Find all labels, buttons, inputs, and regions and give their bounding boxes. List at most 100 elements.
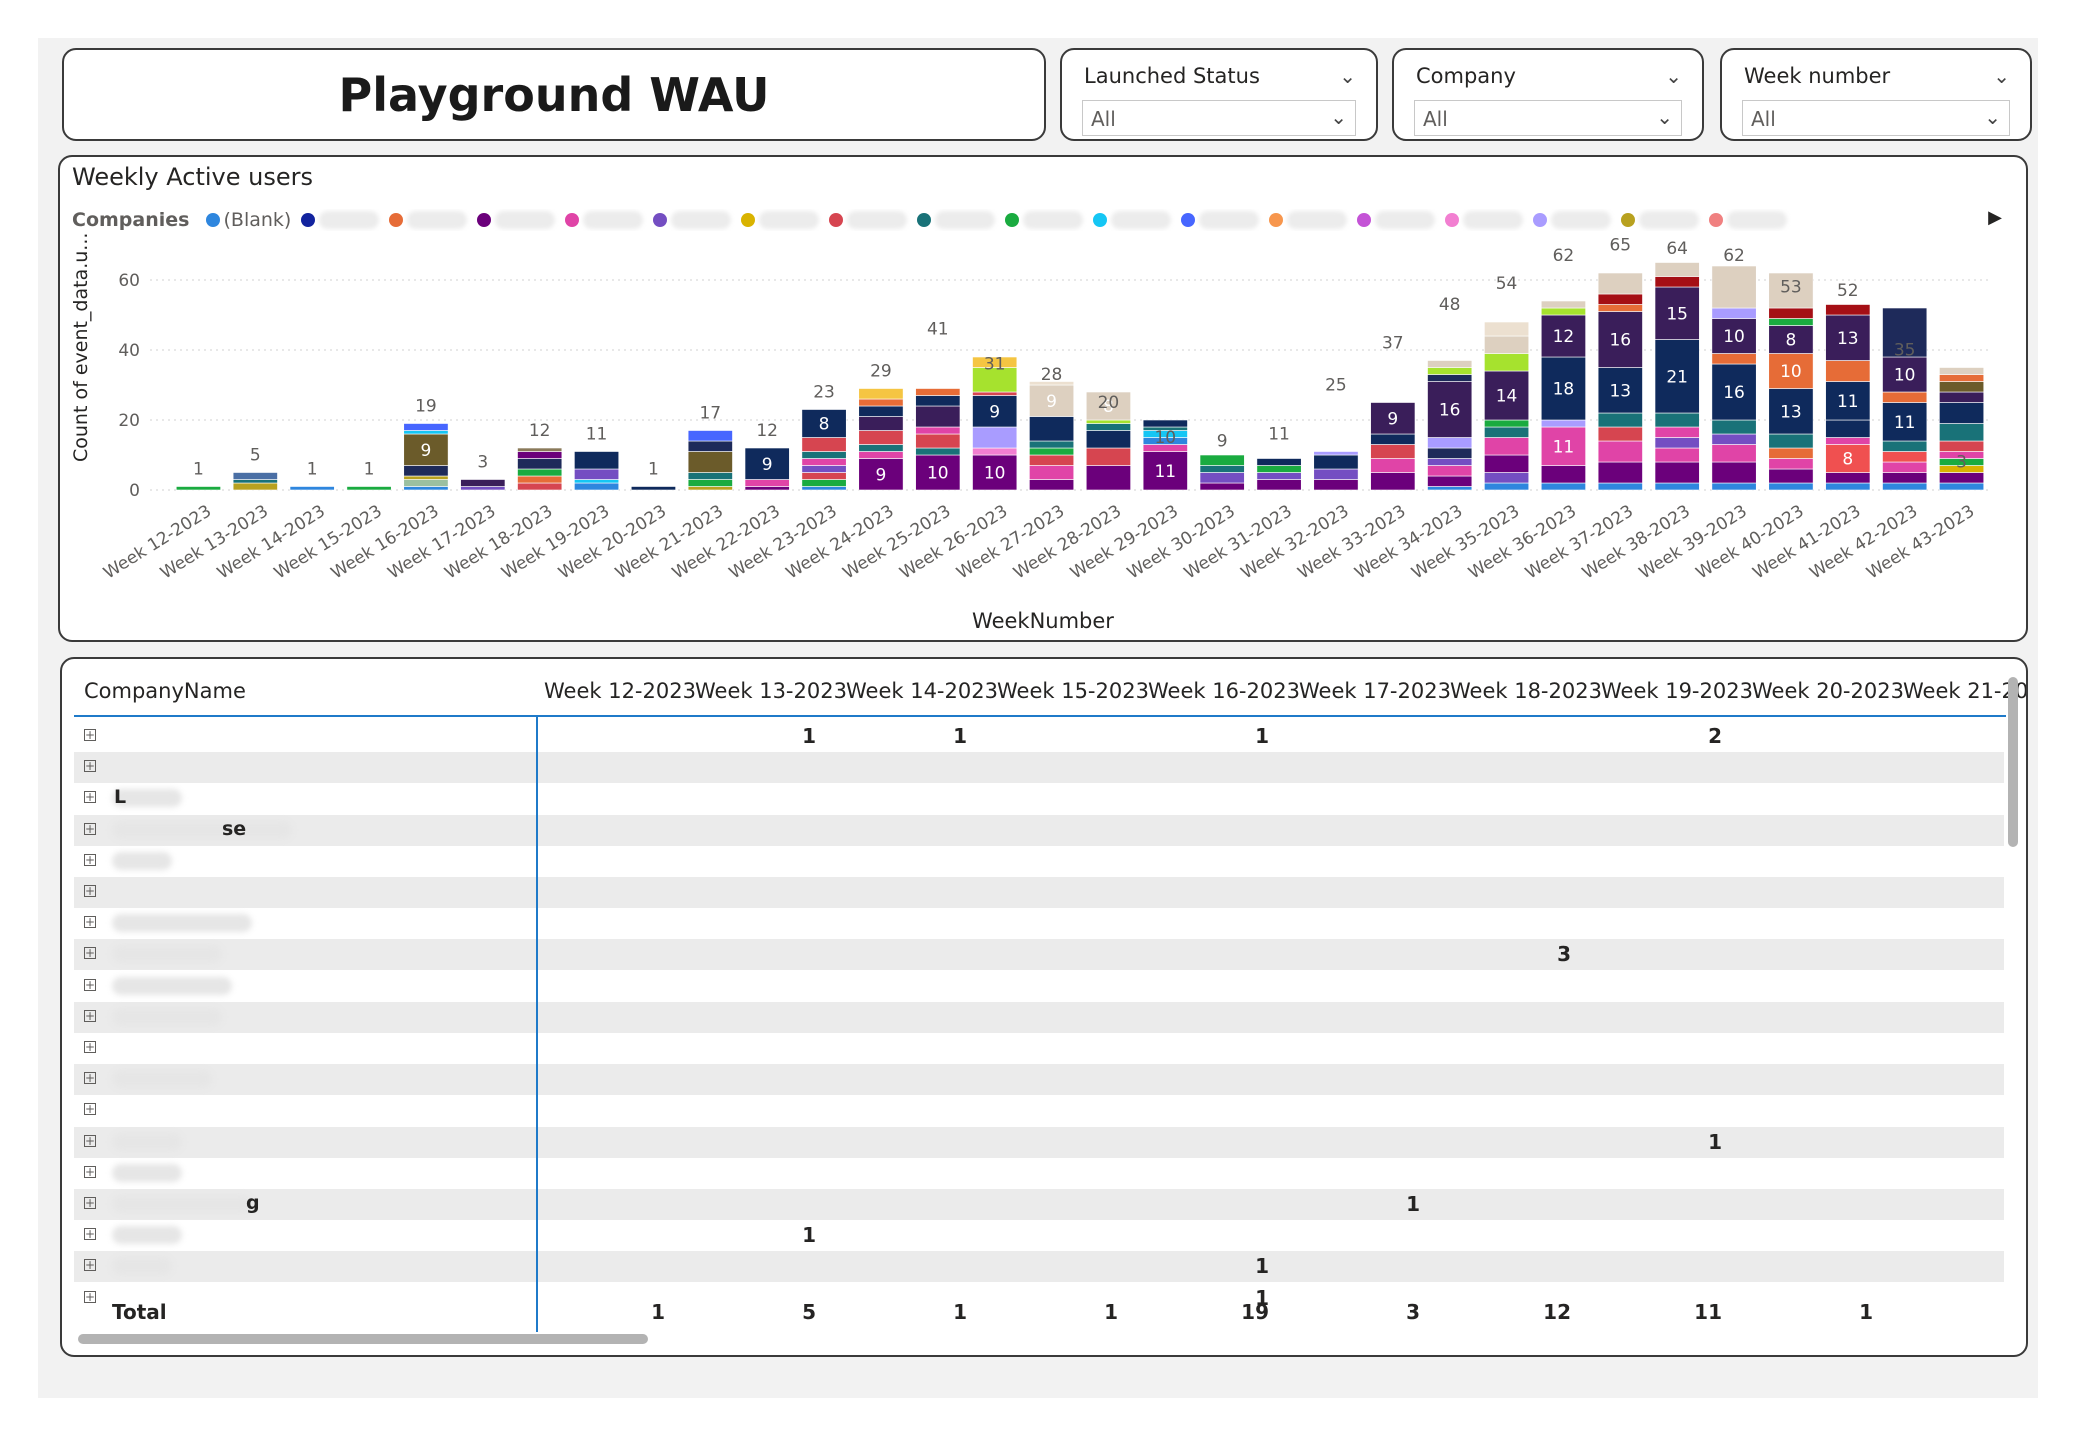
bar-segment[interactable] [1597, 461, 1643, 484]
bar-segment[interactable] [1939, 374, 1985, 382]
bar-segment[interactable] [1427, 360, 1473, 368]
bar-segment[interactable] [1199, 482, 1245, 491]
bar-segment[interactable] [1711, 444, 1757, 463]
bar-segment[interactable] [1427, 367, 1473, 375]
bar-segment[interactable] [1484, 353, 1530, 372]
bar-segment[interactable] [1540, 419, 1586, 428]
bar-segment[interactable] [858, 405, 904, 417]
bar-segment[interactable] [1654, 276, 1700, 288]
legend-item[interactable] [1533, 209, 1612, 231]
bar-segment[interactable] [1825, 437, 1871, 445]
bar-segment[interactable] [915, 388, 961, 396]
bar-segment[interactable] [858, 398, 904, 407]
table-row[interactable]: +1 1 1 2 [74, 721, 2004, 752]
bar-segment[interactable] [972, 454, 1018, 491]
bar-segment[interactable] [1484, 472, 1530, 484]
expand-plus-icon[interactable]: + [84, 821, 96, 836]
bar-segment[interactable] [403, 486, 449, 491]
bar-segment[interactable] [1029, 381, 1075, 386]
chevron-down-icon[interactable]: ⌄ [1656, 105, 1673, 129]
expand-plus-icon[interactable]: + [84, 1071, 96, 1086]
bar-segment[interactable] [1597, 482, 1643, 491]
bar-segment[interactable] [1484, 370, 1530, 421]
bar-segment[interactable] [1882, 472, 1928, 484]
bar-segment[interactable] [858, 451, 904, 459]
bar-segment[interactable] [1654, 461, 1700, 484]
bar-segment[interactable] [1597, 293, 1643, 305]
expand-plus-icon[interactable]: + [84, 790, 96, 805]
bar-segment[interactable] [801, 451, 847, 459]
bar-segment[interactable] [915, 405, 961, 428]
bar-segment[interactable] [1882, 356, 1928, 393]
bar-segment[interactable] [1939, 423, 1985, 442]
bar-segment[interactable] [1370, 402, 1416, 435]
bar-segment[interactable] [232, 472, 278, 480]
expand-plus-icon[interactable]: + [84, 884, 96, 898]
bar-segment[interactable] [1654, 262, 1700, 277]
table-row[interactable]: + [74, 877, 2004, 908]
bar-segment[interactable] [1540, 314, 1586, 358]
bar-segment[interactable] [1711, 318, 1757, 354]
bar-segment[interactable] [1029, 384, 1075, 417]
bar-segment[interactable] [1370, 433, 1416, 445]
legend-item[interactable] [653, 209, 732, 231]
bar-segment[interactable] [1768, 325, 1814, 354]
bar-segment[interactable] [1882, 391, 1928, 403]
bar-segment[interactable] [574, 451, 620, 470]
table-row[interactable]: + se [74, 814, 2004, 846]
bar-segment[interactable] [801, 409, 847, 438]
bar-segment[interactable] [915, 426, 961, 435]
bar-segment[interactable] [744, 486, 790, 491]
bar-segment[interactable] [801, 465, 847, 473]
bar-segment[interactable] [1085, 423, 1131, 431]
bar-segment[interactable] [1427, 458, 1473, 466]
bar-segment[interactable] [1654, 426, 1700, 438]
table-row[interactable]: + [74, 1064, 2004, 1096]
column-header[interactable]: Week 17-2023 [1299, 679, 1451, 703]
bar-segment[interactable] [1484, 419, 1530, 428]
bar-segment[interactable] [1768, 482, 1814, 491]
legend-item[interactable] [565, 209, 644, 231]
bar-segment[interactable] [346, 486, 392, 491]
table-row[interactable]: +1 [74, 1126, 2004, 1158]
bar-segment[interactable] [403, 423, 449, 431]
bar-segment[interactable] [744, 447, 790, 480]
legend-item[interactable] [477, 209, 556, 231]
bar-segment[interactable] [1711, 419, 1757, 435]
bar-segment[interactable] [1256, 458, 1302, 466]
expand-plus-icon[interactable]: + [84, 759, 96, 774]
expand-plus-icon[interactable]: + [84, 915, 96, 930]
expand-plus-icon[interactable]: + [84, 1258, 96, 1273]
expand-plus-icon[interactable]: + [84, 946, 96, 961]
slicer-dropdown[interactable]: All ⌄ [1082, 100, 1356, 136]
table-row[interactable]: + [74, 752, 2004, 784]
bar-segment[interactable] [972, 447, 1018, 456]
bar-segment[interactable] [1199, 472, 1245, 484]
bar-segment[interactable] [574, 479, 620, 484]
bar-segment[interactable] [1882, 482, 1928, 491]
bar-segment[interactable] [1711, 265, 1757, 309]
bar-segment[interactable] [1711, 461, 1757, 484]
bar-segment[interactable] [1825, 314, 1871, 361]
bar-segment[interactable] [687, 479, 733, 487]
bar-segment[interactable] [460, 486, 506, 491]
bar-segment[interactable] [1484, 426, 1530, 438]
bar-segment[interactable] [1654, 286, 1700, 340]
bar-segment[interactable] [1029, 479, 1075, 491]
bar-segment[interactable] [1142, 451, 1188, 491]
bar-segment[interactable] [1825, 472, 1871, 484]
bar-segment[interactable] [517, 475, 563, 484]
table-row[interactable]: +1 [74, 1220, 2004, 1251]
bar-segment[interactable] [1540, 482, 1586, 491]
bar-segment[interactable] [517, 451, 563, 459]
bar-segment[interactable] [1085, 419, 1131, 424]
legend-item[interactable] [917, 209, 996, 231]
legend-item[interactable] [1181, 209, 1260, 231]
chevron-down-icon[interactable]: ⌄ [1330, 105, 1347, 129]
chart-legend[interactable]: Companies (Blank) [72, 209, 1992, 231]
column-header[interactable]: Week 12-2023 [544, 679, 696, 703]
legend-item[interactable]: (Blank) [205, 209, 291, 231]
legend-item[interactable] [301, 209, 380, 231]
bar-segment[interactable] [687, 440, 733, 452]
